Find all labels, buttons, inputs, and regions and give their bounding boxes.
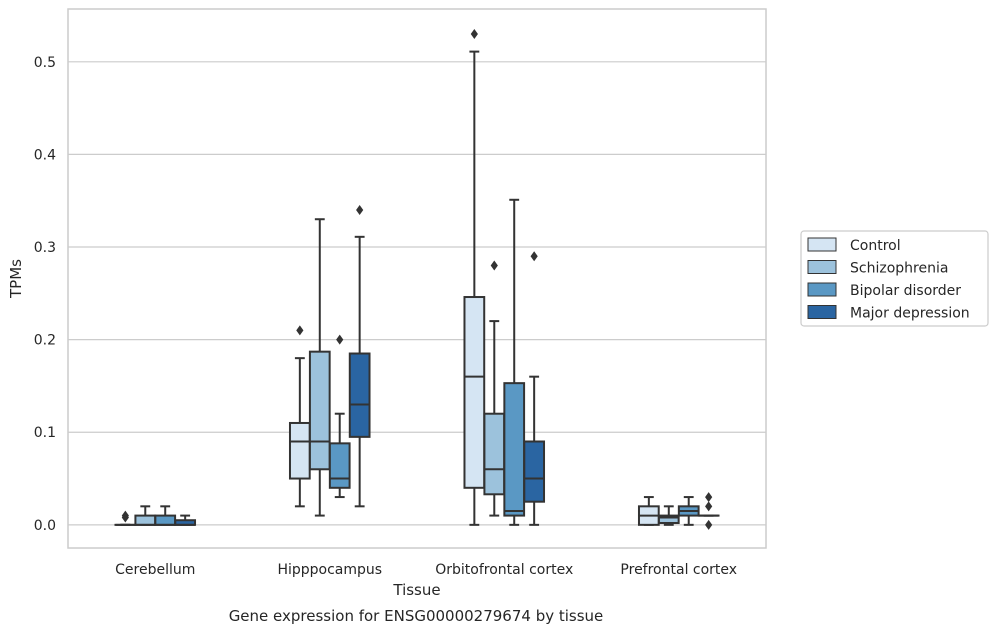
box-major-depression xyxy=(523,251,546,526)
box-body xyxy=(483,412,506,496)
outlier-point xyxy=(470,29,478,40)
box-major-depression xyxy=(697,492,720,530)
legend-label: Control xyxy=(850,238,901,254)
box-schizophrenia xyxy=(134,505,157,526)
box-bipolar-disorder xyxy=(328,334,351,499)
x-tick-labels: Cerebellum Hipppocampus Orbitofrontal cort… xyxy=(115,562,737,578)
box-control xyxy=(114,510,137,526)
y-tick-label: 0.0 xyxy=(34,518,56,534)
box-schizophrenia xyxy=(483,260,506,517)
box-major-depression xyxy=(174,514,197,526)
legend: Control Schizophrenia Bipolar disorder Majo… xyxy=(800,230,989,327)
plot-frame xyxy=(67,8,767,549)
box-control xyxy=(463,29,486,526)
outlier-point xyxy=(705,492,713,503)
box-bipolar-disorder xyxy=(503,198,526,526)
y-tick-label: 0.1 xyxy=(34,425,56,441)
y-tick-labels: 0.0 0.1 0.2 0.3 0.4 0.5 xyxy=(34,55,56,534)
outlier-point xyxy=(705,501,713,512)
box-body xyxy=(657,514,680,524)
outlier-point xyxy=(336,334,344,345)
box-body xyxy=(503,382,526,517)
box-body xyxy=(328,442,351,489)
legend-label: Schizophrenia xyxy=(850,261,948,277)
y-tick-label: 0.2 xyxy=(34,333,56,349)
box-schizophrenia xyxy=(657,505,680,526)
box-bipolar-disorder xyxy=(677,496,700,526)
legend-swatch xyxy=(807,282,837,297)
box-body xyxy=(288,421,311,480)
y-tick-label: 0.3 xyxy=(34,240,56,256)
outlier-point xyxy=(490,260,498,271)
legend-swatch xyxy=(807,237,837,252)
outlier-point xyxy=(121,512,129,523)
legend-frame xyxy=(800,230,989,327)
box-control xyxy=(637,496,660,526)
x-tick-label: Prefrontal cortex xyxy=(620,562,737,578)
outlier-point xyxy=(705,519,713,530)
y-axis-label: TPMs xyxy=(7,259,25,299)
box-body xyxy=(308,350,331,471)
x-tick-label: Orbitofrontal cortex xyxy=(435,562,573,578)
box-bipolar-disorder xyxy=(154,505,177,526)
box-body xyxy=(463,296,486,489)
box-major-depression xyxy=(348,204,371,508)
boxes xyxy=(114,29,720,530)
outlier-point xyxy=(530,251,538,262)
x-axis-label: Tissue xyxy=(392,581,440,599)
chart-caption: Gene expression for ENSG00000279674 by t… xyxy=(229,607,604,625)
gridlines xyxy=(68,61,766,526)
legend-label: Bipolar disorder xyxy=(850,283,961,299)
box-body xyxy=(134,514,157,526)
legend-label: Major depression xyxy=(850,306,970,322)
y-tick-label: 0.5 xyxy=(34,55,56,71)
box-control xyxy=(288,325,311,508)
x-tick-label: Cerebellum xyxy=(115,562,195,578)
outlier-point xyxy=(356,204,364,215)
outlier-point xyxy=(296,325,304,336)
legend-swatch xyxy=(807,305,837,319)
legend-swatch xyxy=(807,260,837,274)
box-body xyxy=(154,514,177,526)
box-schizophrenia xyxy=(308,218,331,517)
y-tick-label: 0.4 xyxy=(34,147,56,163)
x-tick-label: Hipppocampus xyxy=(277,562,382,578)
box-body xyxy=(523,440,546,503)
box-body xyxy=(348,352,371,438)
